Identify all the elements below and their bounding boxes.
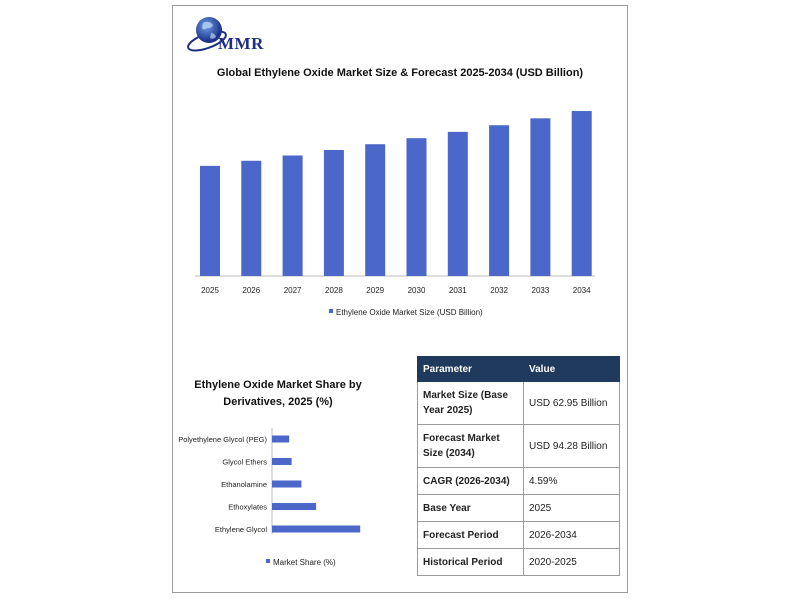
globe-icon <box>187 17 227 52</box>
bar <box>272 458 292 465</box>
x-tick-label: 2029 <box>366 286 384 295</box>
x-tick-label: 2026 <box>242 286 260 295</box>
main-chart-title: Global Ethylene Oxide Market Size & Fore… <box>216 67 584 79</box>
table-row: Forecast Market Size (2034) USD 94.28 Bi… <box>417 424 620 468</box>
bar <box>241 160 262 276</box>
bar <box>272 480 302 488</box>
x-tick-label: 2034 <box>573 286 591 295</box>
x-tick-label: 2025 <box>201 286 219 295</box>
bar <box>365 144 386 276</box>
value-cell: 2025 <box>523 494 620 522</box>
bar <box>323 150 344 276</box>
table-row: Forecast Period 2026-2034 <box>417 521 620 549</box>
bar <box>447 131 468 276</box>
value-cell: USD 94.28 Billion <box>523 424 620 468</box>
infographic-frame: MMR Global Ethylene Oxide Market Size & … <box>172 5 628 593</box>
bar <box>272 435 290 443</box>
y-tick-label: Ethylene Glycol <box>215 525 267 534</box>
legend-swatch <box>329 309 333 313</box>
parameter-table: Parameter Value Market Size (Base Year 2… <box>417 356 620 576</box>
logo-text: MMR <box>218 34 264 53</box>
market-share-bar-chart: Polyethylene Glycol (PEG) Glycol Ethers Et… <box>178 428 361 567</box>
x-tick-label: 2028 <box>325 286 343 295</box>
y-tick-label: Glycol Ethers <box>222 458 267 467</box>
value-cell: 2020-2025 <box>523 548 620 576</box>
table-row: Base Year 2025 <box>417 494 620 522</box>
legend-label: Market Share (%) <box>273 558 336 567</box>
parameter-cell: Market Size (Base Year 2025) <box>417 381 524 425</box>
x-tick-label: 2031 <box>449 286 467 295</box>
x-tick-label: 2027 <box>284 286 302 295</box>
value-cell: 2026-2034 <box>523 521 620 549</box>
parameter-cell: Forecast Market Size (2034) <box>417 424 524 468</box>
bar <box>530 118 551 276</box>
x-tick-label: 2032 <box>490 286 508 295</box>
parameter-cell: CAGR (2026-2034) <box>417 467 524 495</box>
bar <box>282 155 303 276</box>
market-size-bar-chart: 2025 2026 2027 2028 2029 2030 2031 2032 2033 2034… <box>195 111 595 317</box>
y-tick-label: Ethanolamine <box>221 480 267 489</box>
legend-swatch <box>266 559 270 563</box>
y-tick-label: Polyethylene Glycol (PEG) <box>178 435 267 444</box>
bar <box>272 525 361 533</box>
bar <box>571 111 592 276</box>
table-row: Market Size (Base Year 2025) USD 62.95 B… <box>417 381 620 425</box>
parameter-cell: Historical Period <box>417 548 524 576</box>
table-header-parameter: Parameter <box>417 356 524 382</box>
bar <box>489 125 510 276</box>
table-row: Historical Period 2020-2025 <box>417 548 620 576</box>
value-cell: 4.59% <box>523 467 620 495</box>
parameter-cell: Forecast Period <box>417 521 524 549</box>
parameter-cell: Base Year <box>417 494 524 522</box>
bar <box>272 503 317 510</box>
x-tick-label: 2033 <box>532 286 550 295</box>
legend-label: Ethylene Oxide Market Size (USD Billion) <box>336 308 483 317</box>
table-row: CAGR (2026-2034) 4.59% <box>417 467 620 495</box>
share-chart-title: Ethylene Oxide Market Share by Derivativ… <box>194 379 362 408</box>
x-tick-label: 2030 <box>408 286 426 295</box>
value-cell: USD 62.95 Billion <box>523 381 620 425</box>
bar <box>200 165 220 276</box>
mmr-logo: MMR <box>183 11 263 61</box>
y-tick-label: Ethoxylates <box>228 503 267 512</box>
table-header-value: Value <box>523 356 620 382</box>
bar <box>406 138 427 276</box>
